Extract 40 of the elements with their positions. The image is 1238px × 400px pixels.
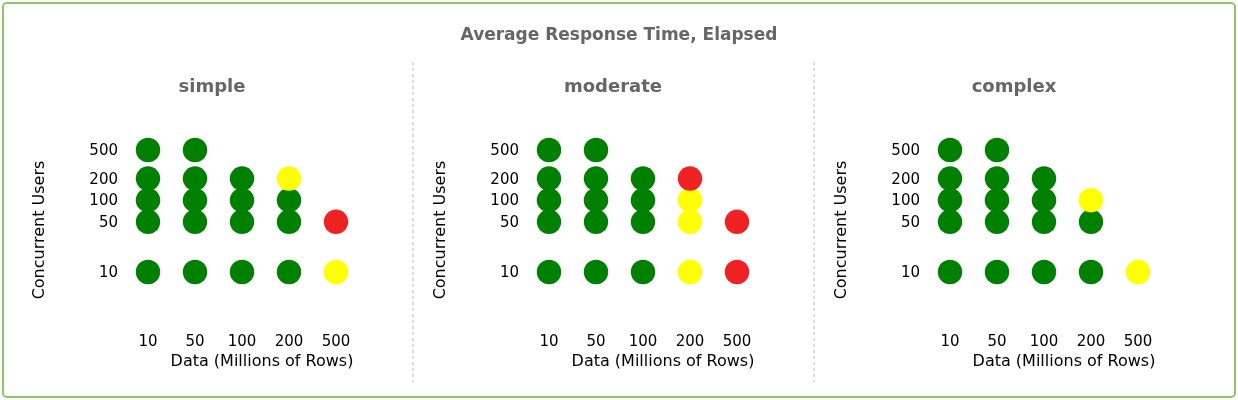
y-axis-title: Concurrent Users	[29, 160, 48, 300]
x-tick-label: 500	[722, 332, 752, 350]
y-tick-label: 50	[499, 213, 519, 232]
chart-title: moderate	[563, 75, 663, 96]
y-tick-label: 10	[499, 263, 519, 282]
y-tick-label: 100	[89, 191, 118, 210]
x-tick-label: 10	[940, 332, 960, 350]
x-tick-label: 50	[185, 332, 205, 350]
y-tick-label: 100	[490, 191, 519, 210]
y-tick-label: 500	[490, 141, 519, 160]
chart-title: simple	[178, 75, 246, 96]
x-tick-label: 200	[1076, 332, 1106, 350]
x-tick-label: 200	[675, 332, 705, 350]
chart-title: complex	[971, 75, 1057, 96]
x-tick-label: 500	[1123, 332, 1153, 350]
x-tick-label: 100	[227, 332, 257, 350]
x-tick-label: 500	[321, 332, 351, 350]
y-tick-label: 100	[891, 191, 920, 210]
x-axis-title: Data (Millions of Rows)	[972, 351, 1156, 370]
x-axis-title: Data (Millions of Rows)	[170, 351, 354, 370]
x-tick-label: 10	[138, 332, 158, 350]
x-tick-label: 50	[586, 332, 606, 350]
x-tick-label: 10	[539, 332, 559, 350]
y-tick-label: 200	[89, 169, 118, 188]
x-tick-label: 100	[628, 332, 658, 350]
y-tick-label: 500	[891, 141, 920, 160]
x-tick-label: 100	[1029, 332, 1059, 350]
y-tick-label: 500	[89, 141, 118, 160]
y-axis-title: Concurrent Users	[430, 160, 449, 300]
y-tick-label: 50	[98, 213, 118, 232]
x-axis-title: Data (Millions of Rows)	[571, 351, 755, 370]
y-axis-title: Concurrent Users	[831, 160, 850, 300]
y-tick-label: 10	[900, 263, 920, 282]
y-tick-label: 10	[98, 263, 118, 282]
text: Average Response Time, Elapsed	[460, 24, 778, 44]
y-tick-label: 200	[891, 169, 920, 188]
y-tick-label: 200	[490, 169, 519, 188]
x-tick-label: 50	[987, 332, 1007, 350]
x-tick-label: 200	[274, 332, 304, 350]
y-tick-label: 50	[900, 213, 920, 232]
